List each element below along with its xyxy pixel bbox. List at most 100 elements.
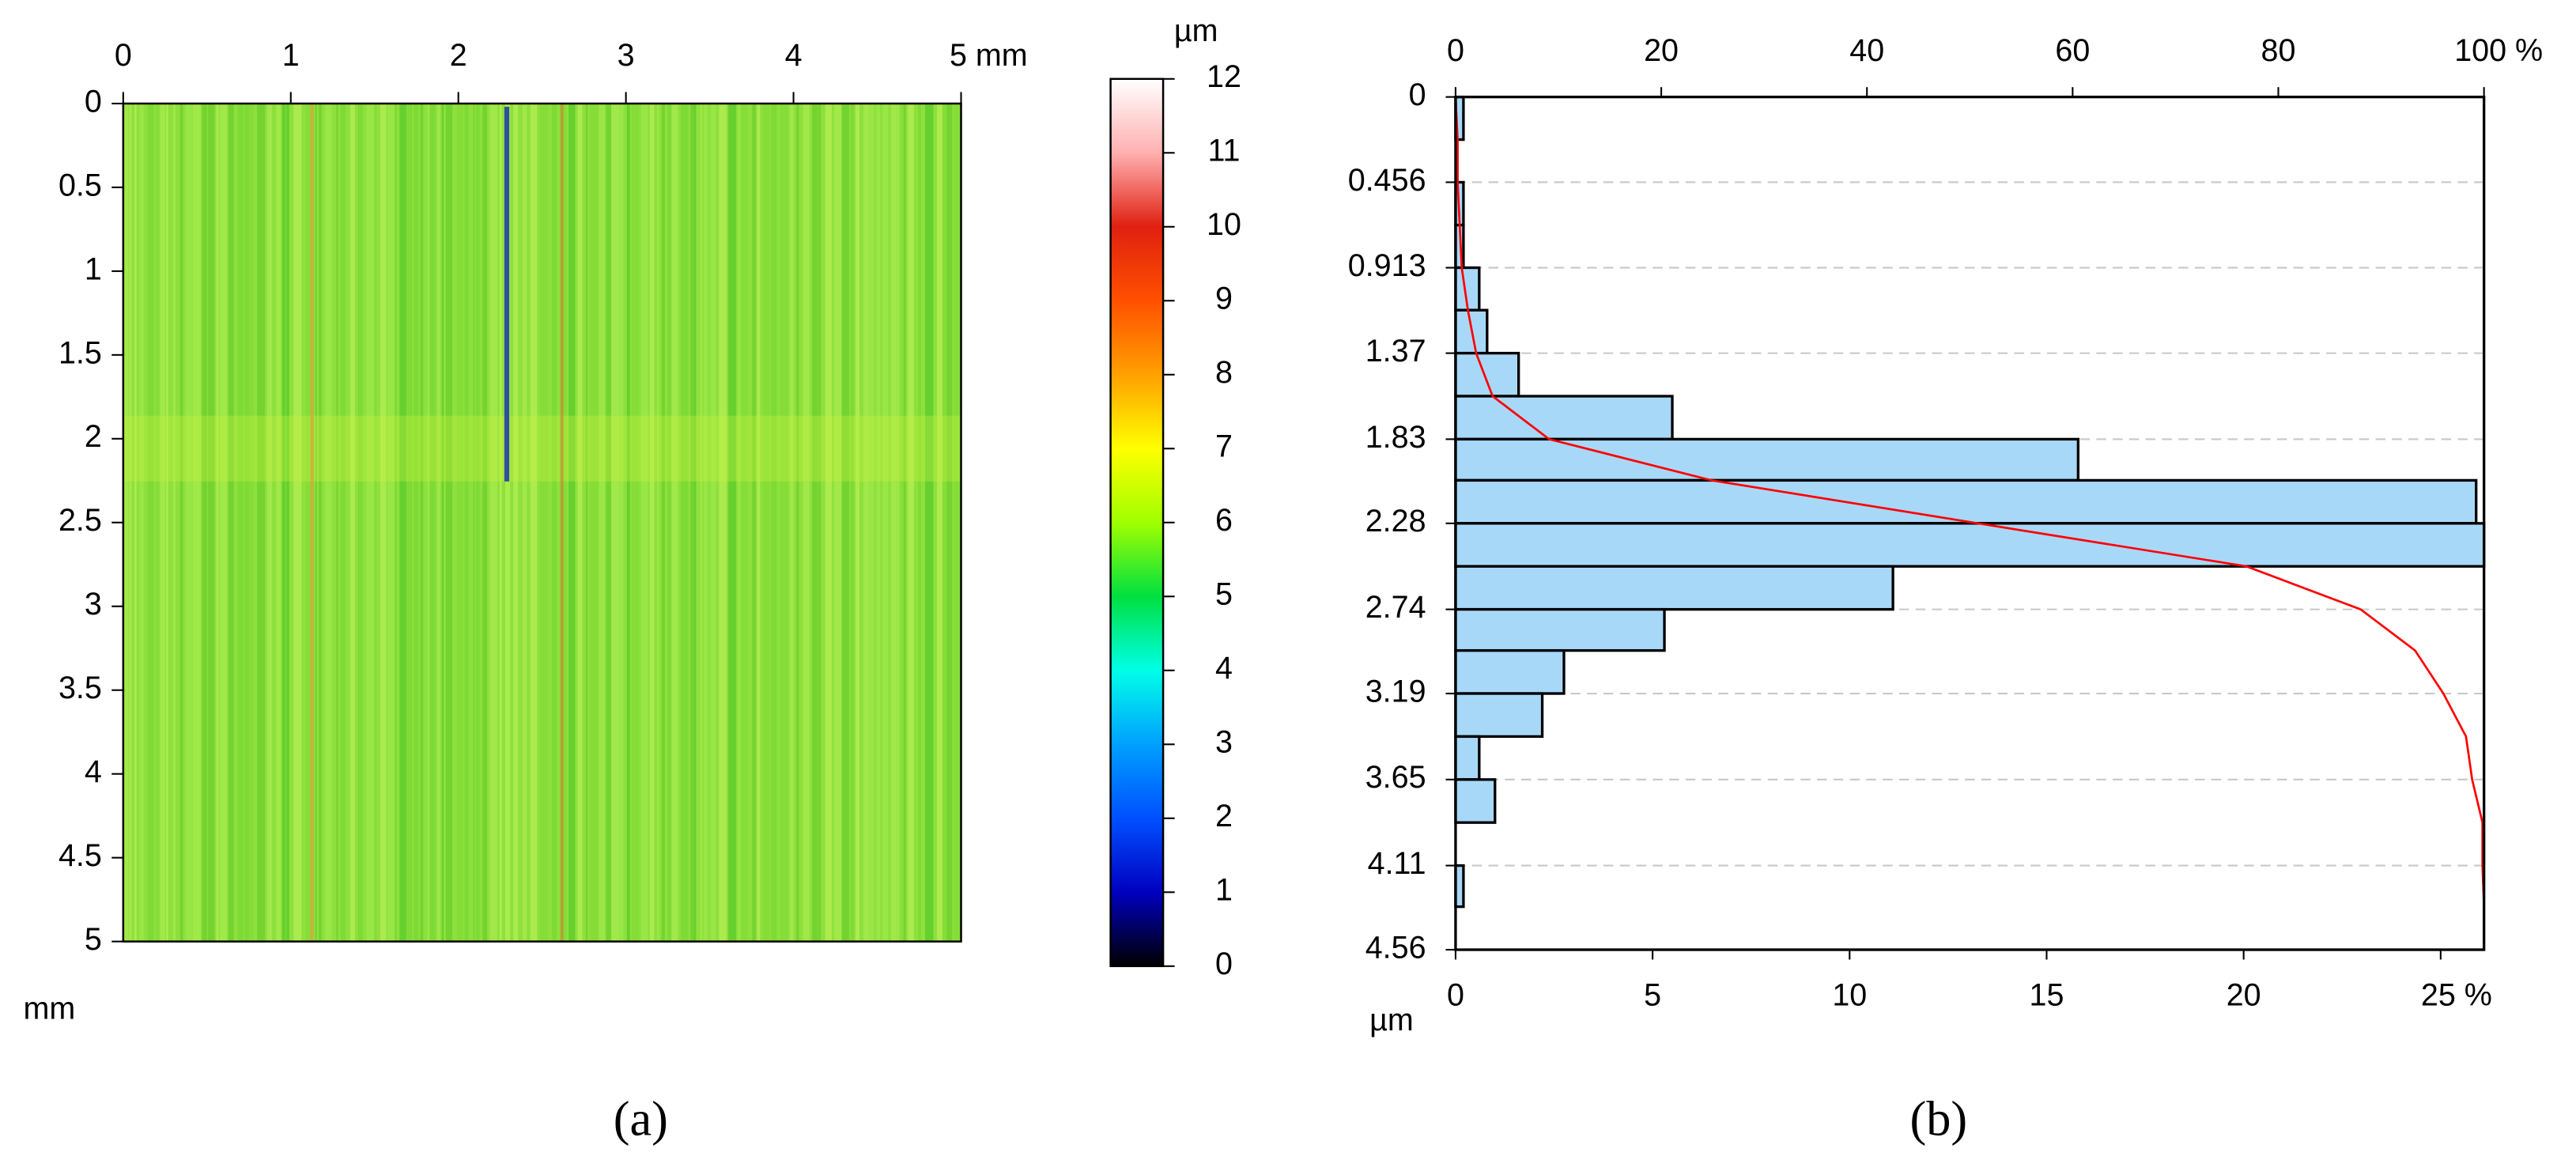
height-map-stripe: [482, 103, 488, 942]
height-map-stripe: [752, 103, 756, 942]
x-tick-label: 0: [1447, 978, 1464, 1013]
height-map-stripe: [640, 103, 648, 942]
height-map-stripe: [619, 103, 624, 942]
height-map-stripe: [946, 103, 953, 942]
height-map-stripe: [441, 103, 444, 942]
histogram-bar: [1454, 735, 1481, 781]
histogram-bar: [1454, 648, 1566, 695]
height-map-stripe: [427, 103, 430, 942]
y-tick-label: 4.56: [1365, 930, 1426, 965]
height-map-stripe: [780, 103, 788, 942]
height-map-stripe: [407, 103, 413, 942]
height-map-stripe: [711, 103, 716, 942]
height-map-stripe: [693, 103, 697, 942]
colorbar-tick-label: 7: [1215, 429, 1233, 464]
x2-tick-label: 20: [1644, 33, 1679, 68]
y-tick-label: 0.5: [59, 168, 102, 202]
height-map-stripe: [728, 103, 737, 942]
height-map-stripe: [890, 103, 897, 942]
height-map-stripe: [160, 103, 166, 942]
height-map-stripe: [147, 103, 154, 942]
height-map-stripe: [315, 103, 317, 942]
height-map-stripe: [293, 103, 302, 942]
height-map-stripe: [350, 103, 355, 942]
height-map-stripe: [285, 103, 289, 942]
y-axis-label: mm: [23, 991, 75, 1026]
height-map-stripe: [856, 103, 860, 942]
colorbar-tick-label: 6: [1215, 503, 1233, 538]
y-tick-label: 5: [85, 922, 102, 957]
height-map-stripe: [606, 103, 611, 942]
x2-tick-label: 80: [2261, 33, 2296, 68]
colorbar-tick-label: 1: [1215, 873, 1233, 908]
height-map-stripe: [489, 103, 498, 942]
height-map-stripe: [522, 103, 527, 942]
height-map-stripe: [530, 103, 538, 942]
x-tick-label: 2: [450, 38, 467, 73]
height-map-stripe: [876, 103, 881, 942]
height-map-stripe: [869, 103, 874, 942]
x-tick-label: 0: [115, 38, 132, 73]
height-map-stripe: [249, 103, 255, 942]
y-tick-label: 4.11: [1368, 846, 1426, 881]
height-map-stripe: [937, 103, 942, 942]
height-map-stripe: [661, 103, 665, 942]
y-tick-label: 3.19: [1365, 674, 1426, 709]
y-tick-label: 0: [85, 84, 102, 119]
y-tick-label: 1.83: [1365, 420, 1426, 455]
height-map-stripe: [420, 103, 424, 942]
height-map-stripe: [667, 103, 671, 942]
panel-label: (a): [614, 1092, 668, 1147]
height-map-stripe: [325, 103, 332, 942]
height-map-stripe: [207, 103, 215, 942]
height-map-stripe: [954, 103, 961, 942]
height-map-stripe: [825, 103, 833, 942]
colorbar-tick-label: 0: [1215, 947, 1233, 981]
height-map-stripe: [276, 103, 281, 942]
panel-label: (b): [1909, 1092, 1967, 1147]
height-map-stripe: [237, 103, 244, 942]
x-tick-label: 20: [2227, 978, 2261, 1013]
x2-tick-label: 40: [1849, 33, 1884, 68]
height-map-stripe: [445, 103, 453, 942]
height-map-stripe: [585, 103, 588, 942]
height-map-stripe: [202, 103, 207, 942]
y-tick-label: 0.913: [1348, 248, 1426, 283]
x-tick-label: 1: [282, 38, 300, 73]
histogram-bar: [1454, 351, 1520, 398]
height-map-stripe: [561, 103, 567, 942]
height-map-stripe: [341, 103, 346, 942]
x2-tick-label: 0: [1447, 33, 1464, 68]
height-map-stripe: [611, 103, 620, 942]
height-map-stripe: [841, 103, 850, 942]
height-map-stripe: [156, 103, 160, 942]
x-tick-label: 25 %: [2421, 978, 2492, 1013]
height-map-stripe: [219, 103, 228, 942]
x-tick-label: 3: [618, 38, 635, 73]
y-tick-label: 4.5: [59, 838, 102, 873]
colorbar-tick-label: 5: [1215, 577, 1233, 612]
height-map-stripe: [395, 103, 397, 942]
height-map-stripe: [336, 103, 338, 942]
colorbar-tick-label: 4: [1215, 651, 1233, 686]
height-map-stripe: [863, 103, 870, 942]
height-map-stripe: [476, 103, 480, 942]
height-map-stripe: [719, 103, 727, 942]
y-tick-label: 3.65: [1365, 760, 1426, 795]
histogram-bar: [1454, 607, 1666, 652]
x2-tick-label: 100 %: [2454, 33, 2543, 68]
height-map-streak: [560, 103, 564, 942]
height-map-streak: [504, 107, 510, 482]
height-map-stripe: [257, 103, 266, 942]
y-tick-label: 2.74: [1365, 590, 1426, 625]
height-map-stripe: [134, 103, 137, 942]
colorbar-label: µm: [1174, 13, 1218, 48]
height-map-stripe: [464, 103, 469, 942]
height-map-stripe: [700, 103, 702, 942]
plot-frame: [1454, 95, 2486, 951]
height-map-stripe: [942, 103, 946, 942]
y-tick-label: 2: [85, 419, 102, 454]
histogram-bar: [1454, 395, 1674, 441]
